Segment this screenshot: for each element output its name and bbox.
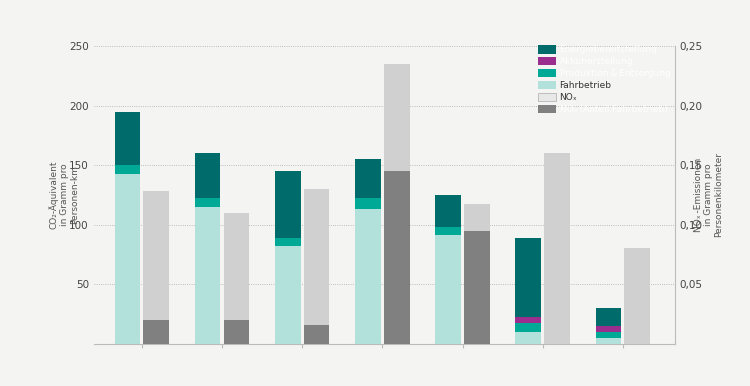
Bar (275, 246, 301, 344)
Bar (304, 325, 329, 344)
Bar (515, 317, 541, 323)
Bar (515, 323, 541, 332)
Bar (596, 338, 621, 344)
Bar (464, 205, 490, 230)
Bar (435, 227, 461, 235)
Bar (143, 320, 169, 344)
Bar (115, 165, 140, 174)
Bar (275, 238, 301, 246)
Bar (515, 238, 541, 317)
Bar (275, 171, 301, 238)
Legend: Energiebereitstellung, Akkuherstellung, Produktion & Entsorgung, Fahrbetrieb, NO: Energiebereitstellung, Akkuherstellung, … (538, 45, 670, 114)
Bar (355, 209, 381, 344)
Bar (384, 64, 410, 171)
Bar (195, 153, 220, 198)
Bar (224, 320, 249, 344)
Bar (435, 195, 461, 227)
Bar (195, 198, 220, 207)
Bar (515, 332, 541, 344)
Bar (625, 249, 650, 344)
Bar (355, 198, 381, 209)
Y-axis label: NOₓ -Emissionen
in Gramm pro
Personenkilometer: NOₓ -Emissionen in Gramm pro Personenkil… (694, 152, 724, 237)
Bar (435, 235, 461, 344)
Bar (224, 213, 249, 320)
Bar (115, 174, 140, 344)
Bar (143, 191, 169, 320)
Bar (596, 308, 621, 326)
Bar (464, 230, 490, 344)
Bar (596, 326, 621, 332)
Bar (304, 189, 329, 325)
Bar (195, 207, 220, 344)
Bar (355, 159, 381, 198)
Y-axis label: CO₂-Äquivalent
in Gramm pro
Personen-km: CO₂-Äquivalent in Gramm pro Personen-km (48, 161, 79, 229)
Bar (596, 332, 621, 338)
Bar (544, 153, 570, 344)
Bar (384, 171, 410, 344)
Bar (115, 112, 140, 165)
